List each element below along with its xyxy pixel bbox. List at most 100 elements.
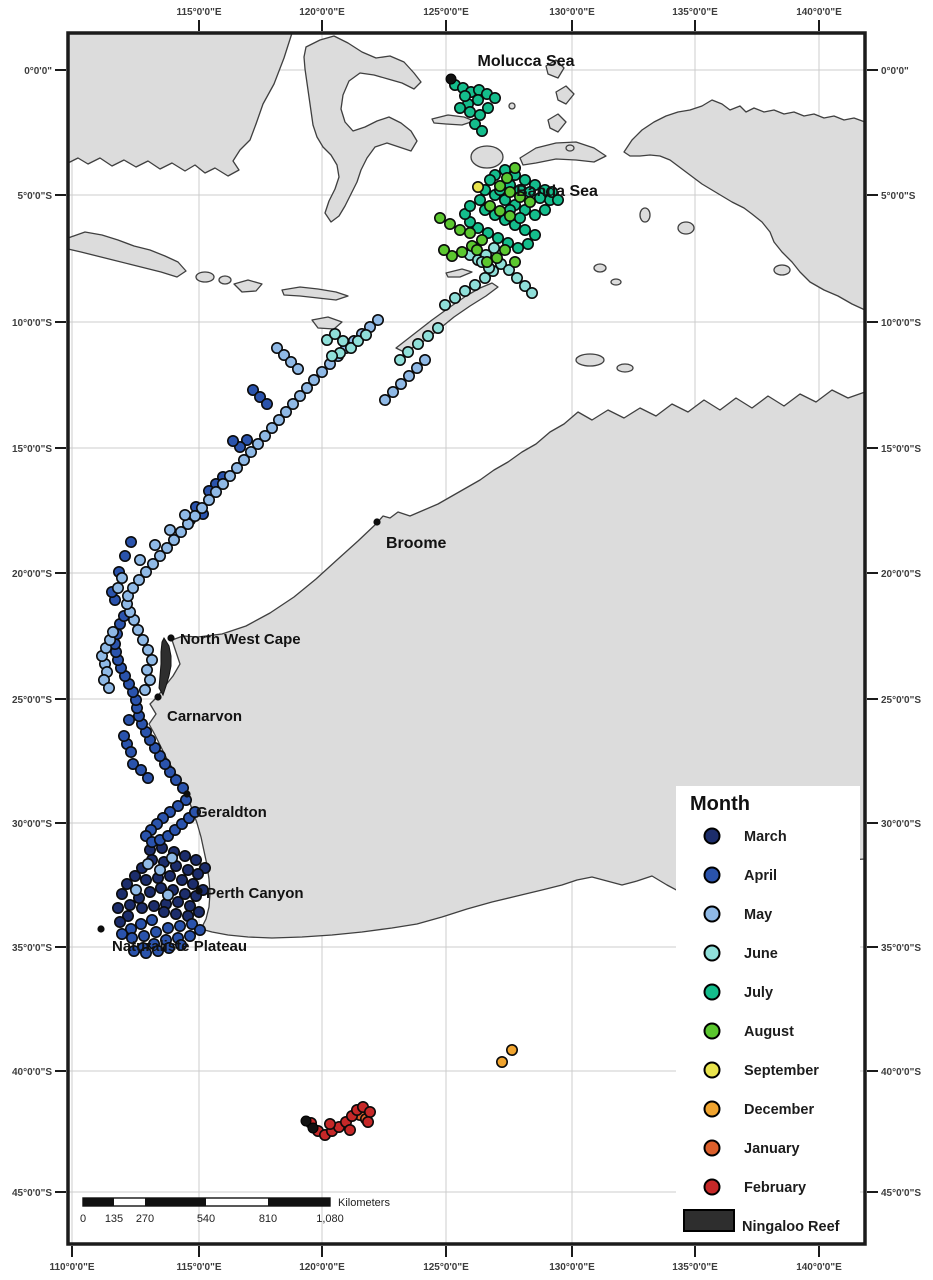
- track-august: [433, 162, 536, 268]
- track-points: [96, 79, 564, 1142]
- track-point-march: [144, 885, 157, 898]
- track-point-may: [217, 477, 230, 490]
- track-point-april: [142, 771, 155, 784]
- track-point-march: [187, 877, 200, 890]
- place-label-molucca-sea: Molucca Sea: [478, 53, 575, 70]
- track-point-may: [371, 313, 384, 326]
- track-point-may: [224, 469, 237, 482]
- place-dot-perth-canyon: [195, 887, 203, 895]
- track-point-june: [351, 334, 364, 347]
- legend-label-ningaloo-reef: Ningaloo Reef: [742, 1219, 840, 1235]
- track-point-may: [154, 863, 167, 876]
- track-point-august: [443, 218, 456, 231]
- track-point-july: [518, 224, 531, 237]
- track-point-march: [172, 895, 185, 908]
- track-point-may: [291, 362, 304, 375]
- track-point-july: [513, 212, 526, 225]
- track-point-may: [293, 389, 306, 402]
- bottom-axis-label: 115°0'0"E: [176, 1262, 221, 1273]
- landmass-cobourg: [616, 363, 634, 373]
- track-point-may: [402, 369, 415, 382]
- top-axis-label: 140°0'0"E: [796, 7, 842, 18]
- track-april: [106, 383, 273, 959]
- track-point-may: [154, 549, 167, 562]
- track-point-april: [119, 549, 132, 562]
- place-dot-naturaliste-plateau: [97, 925, 105, 933]
- track-point-july: [491, 232, 504, 245]
- track-point-march: [121, 877, 134, 890]
- left-axis-label: 15°0'0"S: [12, 444, 52, 455]
- legend-label-april: April: [744, 868, 777, 884]
- legend-label-august: August: [744, 1024, 794, 1040]
- track-point-march: [116, 887, 129, 900]
- track-point-july: [551, 194, 564, 207]
- track-point-may: [144, 673, 157, 686]
- track-point-may: [272, 413, 285, 426]
- left-axis-label: 35°0'0"S: [12, 943, 52, 954]
- track-point-may: [265, 421, 278, 434]
- track-point-august: [508, 255, 521, 268]
- track-point-august: [455, 246, 468, 259]
- track-point-march: [129, 869, 142, 882]
- track-june: [320, 242, 538, 366]
- track-point-may: [142, 643, 155, 656]
- track-point-may: [149, 538, 162, 551]
- landmass-halmahera-2: [555, 85, 575, 105]
- track-point-august: [453, 224, 466, 237]
- landmass-bali: [195, 271, 215, 283]
- track-point-may: [146, 653, 159, 666]
- track-july: [448, 79, 564, 255]
- track-endpoint-marker: [300, 1115, 312, 1127]
- track-point-march: [182, 863, 195, 876]
- track-point-april: [127, 757, 140, 770]
- place-label-north-west-cape: North West Cape: [180, 631, 301, 648]
- track-point-august: [490, 252, 503, 265]
- track-point-may: [410, 361, 423, 374]
- track-point-august: [475, 234, 488, 247]
- track-point-april: [163, 941, 176, 954]
- track-point-april: [227, 434, 240, 447]
- landmass-kei-islands: [593, 263, 607, 273]
- landmass-sumba: [311, 316, 343, 330]
- track-point-april: [175, 938, 188, 951]
- track-point-may: [139, 683, 152, 696]
- track-point-august: [483, 200, 496, 213]
- track-point-april: [247, 383, 260, 396]
- legend-label-may: May: [744, 907, 772, 923]
- scalebar-tick-label: 270: [136, 1213, 154, 1225]
- right-axis-label: 15°0'0"S: [881, 444, 921, 455]
- track-point-june: [336, 334, 349, 347]
- left-axis-label: 45°0'0"S: [12, 1188, 52, 1199]
- track-point-june: [502, 263, 515, 276]
- track-point-march: [122, 909, 135, 922]
- track-point-july: [473, 109, 486, 122]
- scalebar-tick-label: 1,080: [316, 1213, 344, 1225]
- place-label-naturaliste-plateau: Naturaliste Plateau: [112, 938, 247, 955]
- track-september: [471, 181, 484, 194]
- track-point-december: [505, 1044, 518, 1057]
- track-point-june: [401, 345, 414, 358]
- track-point-june: [411, 337, 424, 350]
- track-point-march: [136, 901, 149, 914]
- track-point-march: [155, 881, 168, 894]
- legend-swatch-september: [703, 1061, 721, 1079]
- track-point-august: [493, 180, 506, 193]
- track-point-february: [363, 1106, 376, 1119]
- track-point-september: [471, 181, 484, 194]
- track-point-june: [448, 291, 461, 304]
- track-point-april: [138, 929, 151, 942]
- left-axis-label: 0°0'0": [24, 66, 52, 77]
- track-point-july: [521, 238, 534, 251]
- track-point-may: [137, 633, 150, 646]
- right-axis-label: 30°0'0"S: [881, 819, 921, 830]
- top-axis-label: 130°0'0"E: [549, 7, 595, 18]
- track-point-may: [378, 393, 391, 406]
- top-axis-label: 120°0'0"E: [299, 7, 345, 18]
- scalebar-tick-label: 135: [105, 1213, 123, 1225]
- track-point-june: [487, 242, 500, 255]
- scalebar-segment: [114, 1198, 145, 1206]
- track-point-july: [483, 174, 496, 187]
- track-point-may: [277, 348, 290, 361]
- track-point-april: [162, 921, 175, 934]
